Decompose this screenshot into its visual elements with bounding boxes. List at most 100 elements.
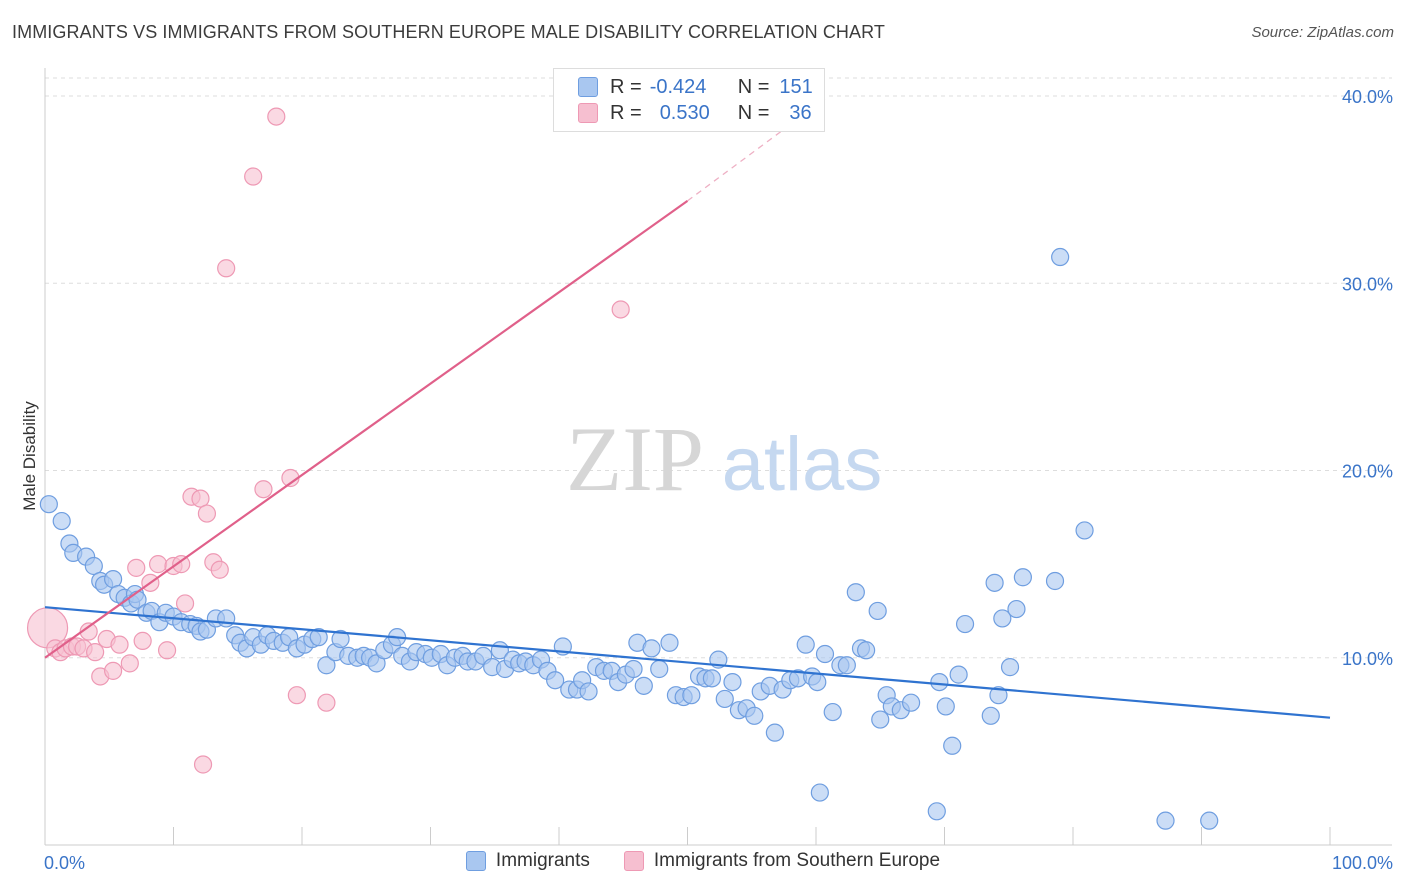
data-point-immigrants — [943, 736, 962, 755]
data-point-immigrants — [579, 682, 598, 701]
data-point-southern-europe — [120, 654, 139, 673]
data-point-immigrants — [815, 644, 835, 664]
y-tick-label: 10.0% — [1342, 649, 1393, 669]
series-legend: Immigrants Immigrants from Southern Euro… — [0, 850, 1406, 872]
data-point-immigrants — [1007, 599, 1026, 619]
data-point-immigrants — [624, 659, 643, 679]
data-point-southern-europe — [133, 631, 152, 650]
data-point-southern-europe — [127, 558, 146, 577]
trend-line-immigrants — [44, 606, 1331, 719]
data-point-immigrants — [871, 710, 890, 729]
data-point-immigrants — [765, 723, 784, 742]
pink-swatch — [623, 851, 644, 871]
data-point-immigrants — [1051, 247, 1070, 267]
data-point-immigrants — [808, 672, 827, 692]
y-tick-label: 20.0% — [1342, 462, 1393, 482]
data-point-southern-europe — [244, 167, 263, 186]
blue-swatch — [465, 851, 486, 871]
data-point-immigrants — [702, 669, 722, 688]
legend-item-southern-europe[interactable]: Immigrants from Southern Europe — [623, 850, 941, 872]
data-point-immigrants — [715, 689, 734, 709]
data-point-immigrants — [846, 583, 865, 602]
data-point-southern-europe — [611, 300, 630, 319]
n-value: 36 — [789, 101, 812, 124]
watermark-zip: ZIP — [566, 408, 704, 510]
series-immigrants — [39, 247, 1219, 830]
trend-lines — [44, 95, 1331, 719]
data-point-immigrants — [84, 556, 103, 576]
y-tick-label: 40.0% — [1342, 87, 1393, 107]
y-axis-label: Male Disability — [20, 401, 39, 511]
data-point-immigrants — [796, 635, 815, 654]
data-point-immigrants — [1045, 571, 1065, 591]
n-value: 151 — [779, 75, 813, 98]
data-point-immigrants — [985, 573, 1004, 592]
data-point-southern-europe — [287, 686, 306, 705]
data-point-immigrants — [868, 601, 887, 621]
legend-label: Immigrants from Southern Europe — [653, 850, 941, 871]
data-point-immigrants — [949, 665, 968, 684]
data-point-immigrants — [660, 633, 679, 652]
data-point-southern-europe — [157, 641, 177, 660]
source-label: Source: ZipAtlas.com — [1251, 24, 1394, 41]
data-point-immigrants — [317, 656, 336, 675]
data-point-immigrants — [642, 639, 661, 658]
data-point-immigrants — [546, 671, 565, 690]
data-point-immigrants — [650, 659, 669, 679]
x-tick-label: 0.0% — [44, 853, 85, 873]
r-label: R = — [610, 101, 642, 124]
data-point-immigrants — [901, 693, 921, 712]
data-point-southern-europe — [110, 635, 129, 654]
data-point-southern-europe — [217, 259, 236, 278]
data-point-southern-europe — [175, 594, 195, 613]
series-southern-europe — [26, 107, 630, 774]
data-point-immigrants — [981, 706, 1000, 725]
pink-swatch — [578, 103, 598, 123]
data-point-immigrants — [52, 511, 71, 531]
axes — [44, 68, 1392, 846]
data-point-immigrants — [1200, 811, 1219, 830]
data-point-immigrants — [810, 783, 829, 802]
data-point-southern-europe — [104, 661, 123, 680]
data-point-immigrants — [989, 686, 1008, 705]
data-point-immigrants — [682, 686, 701, 705]
data-point-immigrants — [745, 706, 764, 725]
data-point-immigrants — [955, 614, 975, 634]
watermark-atlas: atlas — [722, 422, 883, 507]
data-point-southern-europe — [148, 555, 168, 574]
r-label: R = — [610, 75, 642, 98]
data-point-immigrants — [309, 628, 328, 647]
data-point-immigrants — [837, 656, 856, 675]
data-point-immigrants — [634, 676, 653, 695]
stats-row-immigrants: R = -0.424 N = 151 — [578, 74, 813, 100]
data-point-southern-europe — [86, 643, 105, 662]
data-point-immigrants — [39, 495, 58, 514]
n-label: N = — [737, 101, 770, 124]
data-point-immigrants — [930, 672, 949, 692]
data-point-immigrants — [927, 802, 946, 821]
data-point-immigrants — [1013, 568, 1032, 587]
data-point-southern-europe — [193, 755, 213, 774]
data-point-immigrants — [993, 609, 1012, 628]
y-tick-label: 30.0% — [1342, 274, 1393, 294]
data-point-southern-europe — [254, 480, 273, 499]
data-point-immigrants — [1156, 811, 1175, 830]
blue-swatch — [578, 77, 598, 97]
legend-item-immigrants[interactable]: Immigrants — [465, 850, 590, 872]
data-point-immigrants — [936, 697, 955, 716]
stats-legend: R = -0.424 N = 151 R = 0.530 N = 36 — [553, 68, 825, 132]
data-point-immigrants — [857, 641, 876, 660]
data-point-southern-europe — [267, 107, 286, 126]
r-value: 0.530 — [659, 101, 710, 124]
chart-title: IMMIGRANTS VS IMMIGRANTS FROM SOUTHERN E… — [12, 22, 885, 42]
trend-line-southern-europe — [44, 199, 689, 659]
legend-label: Immigrants — [495, 850, 590, 871]
tick-labels: 10.0% 20.0% 30.0% 40.0% 0.0% 100.0% — [44, 87, 1393, 873]
data-point-southern-europe — [197, 504, 217, 523]
r-value: -0.424 — [649, 75, 707, 98]
data-point-southern-europe — [191, 489, 210, 508]
n-label: N = — [737, 75, 770, 98]
data-point-immigrants — [1075, 521, 1094, 540]
data-point-immigrants — [331, 629, 350, 649]
